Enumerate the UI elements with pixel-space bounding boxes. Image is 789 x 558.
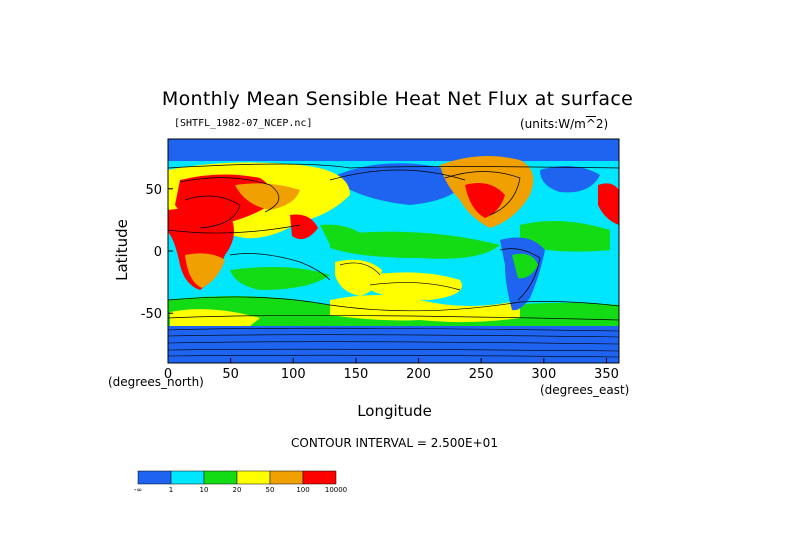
x-tick-label: 200 — [406, 367, 431, 382]
y-unit-label: (degrees_north) — [108, 375, 204, 389]
legend-swatch — [269, 470, 304, 485]
y-tick-label: -50 — [141, 307, 162, 322]
legend-label: 1 — [169, 486, 173, 494]
chart-title: Monthly Mean Sensible Heat Net Flux at s… — [161, 88, 634, 110]
australia-land — [335, 259, 382, 296]
europe-edge-hot — [598, 183, 619, 225]
tropical-pacific-band — [330, 231, 500, 259]
legend-swatch — [170, 470, 205, 485]
arctic-region — [168, 139, 619, 161]
legend-label: 20 — [233, 486, 242, 494]
map-plot-area — [168, 139, 619, 363]
legend-swatch — [203, 470, 238, 485]
units-label: (units:W/m^2) — [520, 117, 609, 131]
india-land — [290, 214, 318, 240]
north-america-hot — [465, 182, 505, 218]
color-legend: -∞ 1 10 20 50 100 10000 — [134, 470, 347, 494]
y-tick-label: 0 — [154, 245, 162, 260]
x-axis-label: Longitude — [357, 402, 432, 420]
x-tick-label: 100 — [281, 367, 306, 382]
antarctic-contours — [168, 327, 619, 358]
x-tick-label: 0 — [164, 367, 172, 382]
x-tick-label: 250 — [469, 367, 494, 382]
antarctic-region — [168, 325, 619, 363]
legend-label: 10 — [200, 486, 209, 494]
legend-swatch — [302, 470, 337, 485]
legend-label: -∞ — [134, 486, 142, 494]
x-unit-label: (degrees_east) — [540, 383, 630, 397]
legend-label: 10000 — [325, 486, 347, 494]
legend-label: 50 — [266, 486, 275, 494]
indian-ocean-band — [230, 266, 330, 290]
contour-lines — [168, 163, 619, 321]
legend-label: 100 — [296, 486, 309, 494]
x-tick-label: 300 — [531, 367, 556, 382]
legend-swatch — [137, 470, 172, 485]
y-axis-ticks: -50 0 50 — [141, 183, 173, 322]
x-tick-label: 350 — [594, 367, 619, 382]
north-atlantic-cold — [540, 166, 600, 193]
south-pacific-yellow — [370, 272, 462, 300]
southern-yellow-band — [330, 295, 520, 323]
legend-swatch — [236, 470, 271, 485]
y-tick-label: 50 — [145, 183, 162, 198]
contour-interval-label: CONTOUR INTERVAL = 2.500E+01 — [291, 436, 498, 450]
north-pacific-cold — [330, 163, 470, 205]
x-tick-label: 150 — [344, 367, 369, 382]
x-axis-ticks: 0 50 100 150 200 250 300 350 — [164, 358, 619, 382]
source-file-label: [SHTFL_1982-07_NCEP.nc] — [174, 118, 313, 129]
x-tick-label: 50 — [222, 367, 239, 382]
